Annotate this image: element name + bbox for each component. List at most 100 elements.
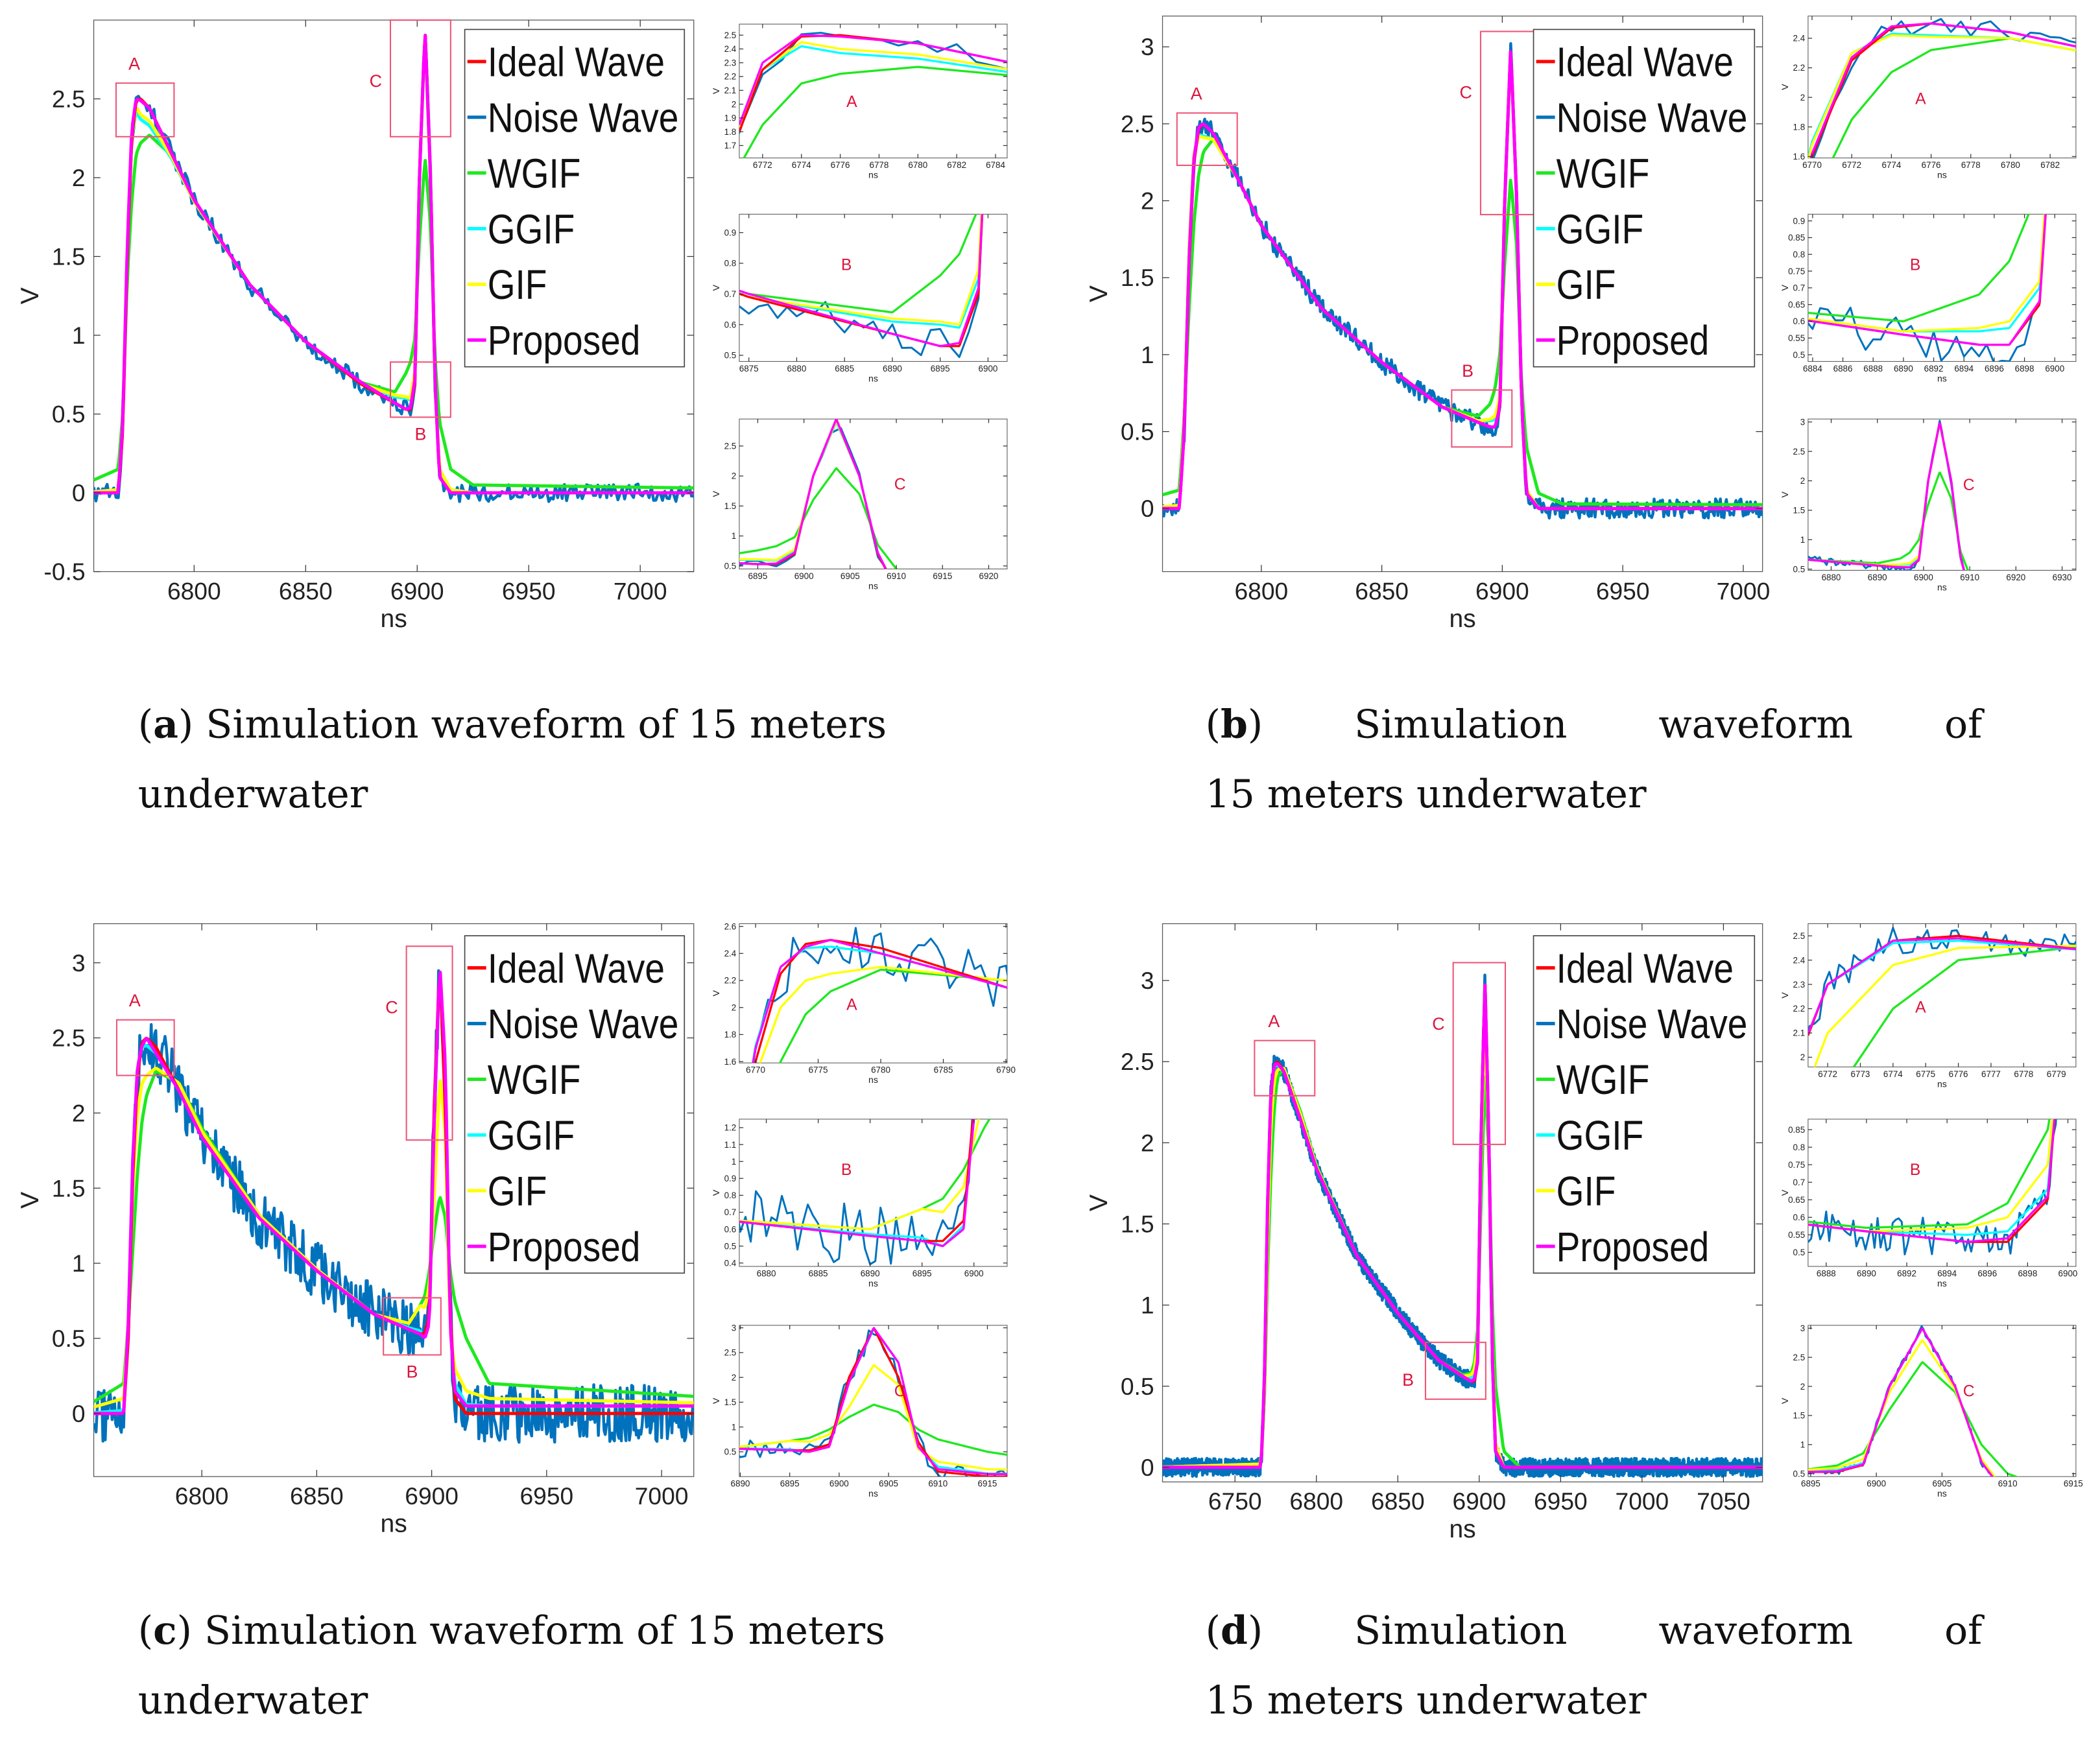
series-line-wgif — [743, 65, 1007, 158]
region-label-A: A — [129, 991, 141, 1010]
x-axis-label: ns — [1937, 169, 1947, 180]
x-tick-label: 6915 — [2064, 1479, 2083, 1489]
y-tick-label: 1.5 — [724, 501, 737, 511]
legend-label-gif: GIF — [488, 261, 547, 308]
x-tick-label: 6886 — [1833, 364, 1853, 374]
series-line-noise — [93, 969, 694, 1444]
y-tick-label: 3 — [72, 949, 86, 977]
x-tick-label: 6915 — [978, 1479, 997, 1489]
x-axis-label: ns — [868, 1278, 878, 1288]
y-tick-label: 0.8 — [724, 259, 737, 268]
y-tick-label: 0.5 — [724, 1447, 737, 1457]
series-group — [739, 32, 1007, 158]
x-tick-label: 6900 — [405, 1482, 459, 1510]
y-tick-label: 2.2 — [724, 976, 737, 986]
x-tick-label: 6900 — [1475, 577, 1529, 604]
x-axis-label: ns — [1937, 1078, 1947, 1089]
x-tick-label: 6905 — [1932, 1479, 1951, 1489]
inset-plot-C: 6880 6890 6900 6910 6920 6930 0.5 1 1.5 2 2.5 3 ns V C — [1780, 417, 2077, 592]
x-tick-label: 6890 — [1868, 573, 1887, 582]
x-tick-label: 6895 — [913, 1268, 932, 1278]
series-line-noise — [1812, 18, 2076, 158]
inset-plot-A: 6772 6773 6774 6775 6776 6777 6778 6779 2 2.1 2.2 2… — [1780, 923, 2077, 1089]
legend-label-proposed: Proposed — [488, 317, 641, 364]
legend: Ideal Wave Noise Wave WGIF GGIF GIF Proposed — [1533, 935, 1756, 1274]
inset-plot-B: 6875 6880 6885 6890 6895 6900 0.5 0.6 0.7 0.8 0.9 n… — [711, 213, 1008, 383]
x-tick-label: 7000 — [635, 1482, 689, 1510]
caption-text: 15 meters underwater — [1205, 1677, 1647, 1724]
x-tick-label: 6898 — [2018, 1268, 2037, 1278]
y-tick-label: 0.65 — [1788, 300, 1805, 309]
x-tick-label: 6890 — [1894, 364, 1913, 374]
y-tick-label: 2.4 — [1793, 34, 1806, 43]
legend: Ideal Wave Noise Wave WGIF GGIF GIF Proposed — [464, 29, 686, 368]
x-tick-label: 6774 — [1881, 160, 1901, 170]
inset-plot-C: 6890 6895 6900 6905 6910 6915 0.5 1 1.5 2 2.5 3 ns V C — [711, 1323, 1008, 1499]
series-line-ggif — [739, 45, 1007, 128]
caption-label: b — [1220, 701, 1248, 747]
series-group — [1808, 1119, 2057, 1255]
x-tick-label: 6775 — [1916, 1069, 1935, 1079]
region-label-A: A — [128, 54, 140, 74]
x-tick-label: 6780 — [908, 160, 927, 170]
caption-d: (d) Simulation waveform of 15 meters und… — [1206, 1596, 1983, 1735]
y-tick-label: 1.5 — [52, 1174, 86, 1202]
series-line-gif — [739, 1119, 980, 1231]
legend-label-noise: Noise Wave — [1557, 1001, 1748, 1047]
y-axis-label: V — [16, 1192, 44, 1209]
y-tick-label: 0.55 — [1788, 1230, 1805, 1240]
y-tick-label: 1.8 — [724, 1030, 737, 1039]
x-tick-label: 7000 — [614, 577, 667, 604]
x-tick-label: 6778 — [2014, 1069, 2033, 1079]
x-tick-label: 6905 — [879, 1479, 898, 1489]
inset-plot-A: 6770 6772 6774 6776 6778 6780 6782 1.6 1.8 2 2.2 2.… — [1780, 16, 2077, 180]
legend-label-gif: GIF — [488, 1168, 547, 1215]
x-tick-label: 6900 — [2058, 1268, 2078, 1278]
y-axis-label: V — [1780, 492, 1790, 498]
region-box-C — [405, 945, 453, 1141]
plot-frame — [739, 418, 1008, 569]
y-tick-label: 1.5 — [1121, 264, 1154, 291]
x-tick-label: 6850 — [1355, 577, 1409, 604]
x-tick-label: 6910 — [1998, 1479, 2018, 1489]
series-line-proposed — [739, 419, 887, 569]
y-tick-label: 2.2 — [724, 72, 737, 82]
legend-box — [1533, 935, 1756, 1274]
legend-label-ideal: Ideal Wave — [1557, 945, 1734, 991]
y-tick-label: 0.9 — [724, 228, 737, 237]
region-box-B — [1424, 1342, 1486, 1400]
x-tick-label: 6895 — [748, 571, 768, 581]
y-tick-label: 1.9 — [724, 113, 737, 123]
series-group — [739, 1119, 991, 1266]
y-tick-label: 2 — [72, 164, 86, 191]
y-tick-label: 1 — [732, 1157, 736, 1167]
series-line-proposed — [739, 214, 983, 348]
y-tick-label: 1.6 — [1793, 152, 1806, 161]
plot-frame — [1808, 16, 2077, 159]
legend-label-ideal: Ideal Wave — [488, 945, 665, 991]
y-tick-label: 0.5 — [724, 351, 737, 361]
y-tick-label: 1.2 — [724, 1123, 737, 1133]
caption-text: Simulation waveform of 15 meters — [206, 701, 887, 747]
plot-frame — [739, 23, 1008, 159]
y-tick-label: 1.1 — [724, 1140, 737, 1150]
y-tick-label: 0.75 — [1788, 267, 1805, 276]
y-tick-label: 0 — [1141, 1454, 1154, 1481]
y-tick-label: 2.1 — [1793, 1028, 1806, 1038]
series-line-proposed — [1808, 937, 2076, 1035]
x-tick-label: 6850 — [290, 1482, 344, 1510]
caption-text: Simulation waveform of 15 meters — [204, 1607, 885, 1654]
y-tick-label: 2.4 — [724, 44, 737, 54]
x-tick-label: 6950 — [1534, 1488, 1588, 1515]
y-tick-label: 0 — [72, 479, 86, 506]
legend-label-noise: Noise Wave — [488, 1001, 679, 1047]
caption-label: c — [153, 1607, 177, 1654]
x-tick-label: 6778 — [1961, 160, 1981, 170]
x-axis-label: ns — [381, 605, 407, 633]
series-line-wgif — [1852, 945, 2076, 1067]
region-box-C — [1452, 962, 1507, 1145]
x-tick-label: 6770 — [746, 1065, 765, 1075]
x-tick-label: 7050 — [1697, 1488, 1750, 1515]
y-tick-label: 0.85 — [1788, 1125, 1805, 1135]
